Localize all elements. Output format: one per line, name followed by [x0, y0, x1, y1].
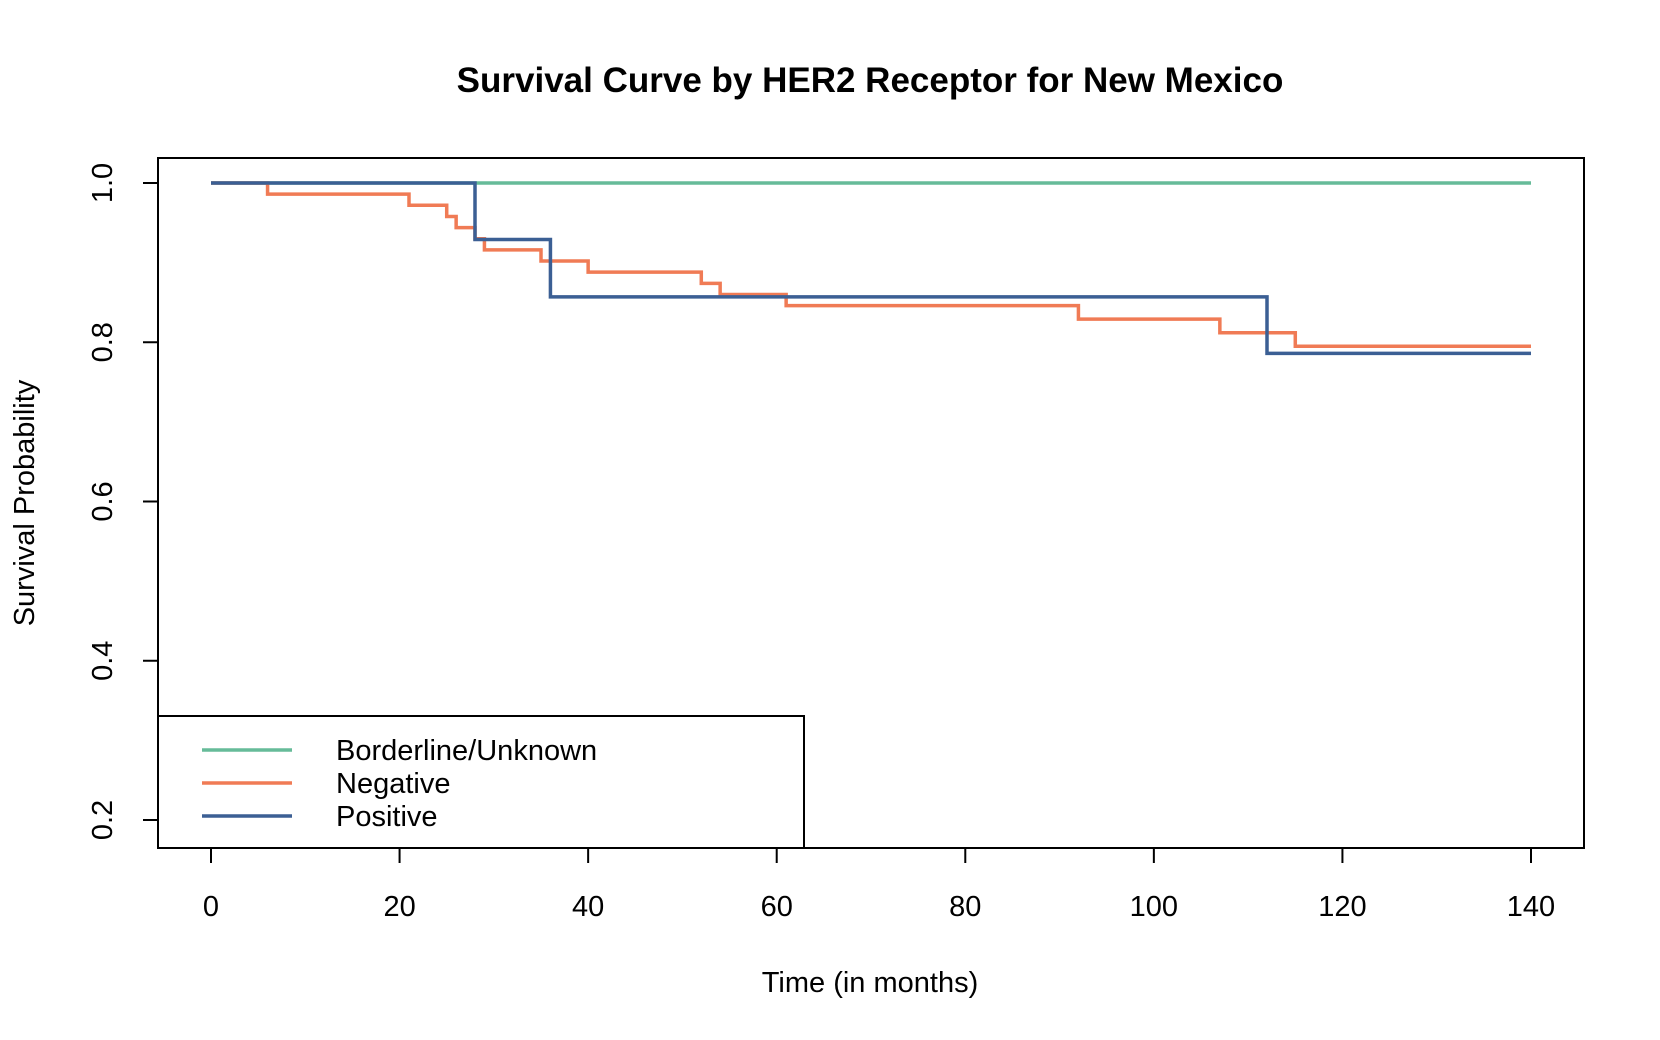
x-tick-label: 20 [383, 891, 415, 923]
y-tick-label: 0.8 [87, 322, 119, 362]
y-axis-label: Survival Probability [9, 379, 41, 626]
series-line-negative [211, 181, 1531, 348]
x-tick-label: 0 [203, 891, 219, 923]
x-tick-label: 140 [1507, 891, 1555, 923]
curves-layer [211, 181, 1531, 356]
x-axis-label: Time (in months) [762, 967, 978, 999]
y-tick-label: 0.2 [87, 800, 119, 840]
chart-title: Survival Curve by HER2 Receptor for New … [457, 61, 1284, 100]
y-tick-label: 0.6 [87, 481, 119, 521]
series-line-positive [211, 181, 1531, 356]
plot-frame [157, 157, 1585, 849]
x-tick-label: 120 [1318, 891, 1366, 923]
y-tick-label: 0.4 [87, 641, 119, 681]
y-tick-label: 1.0 [87, 163, 119, 203]
x-tick-label: 100 [1130, 891, 1178, 923]
x-axis: 0 20 40 60 80 100 120 140 [203, 848, 1555, 923]
x-tick-label: 80 [949, 891, 981, 923]
x-tick-label: 60 [761, 891, 793, 923]
y-axis: 0.2 0.4 0.6 0.8 1.0 [87, 163, 158, 840]
legend-entry-label: Borderline/Unknown [336, 735, 597, 767]
x-tick-label: 40 [572, 891, 604, 923]
legend-entry-label: Positive [336, 801, 438, 833]
legend-entry-label: Negative [336, 768, 450, 800]
